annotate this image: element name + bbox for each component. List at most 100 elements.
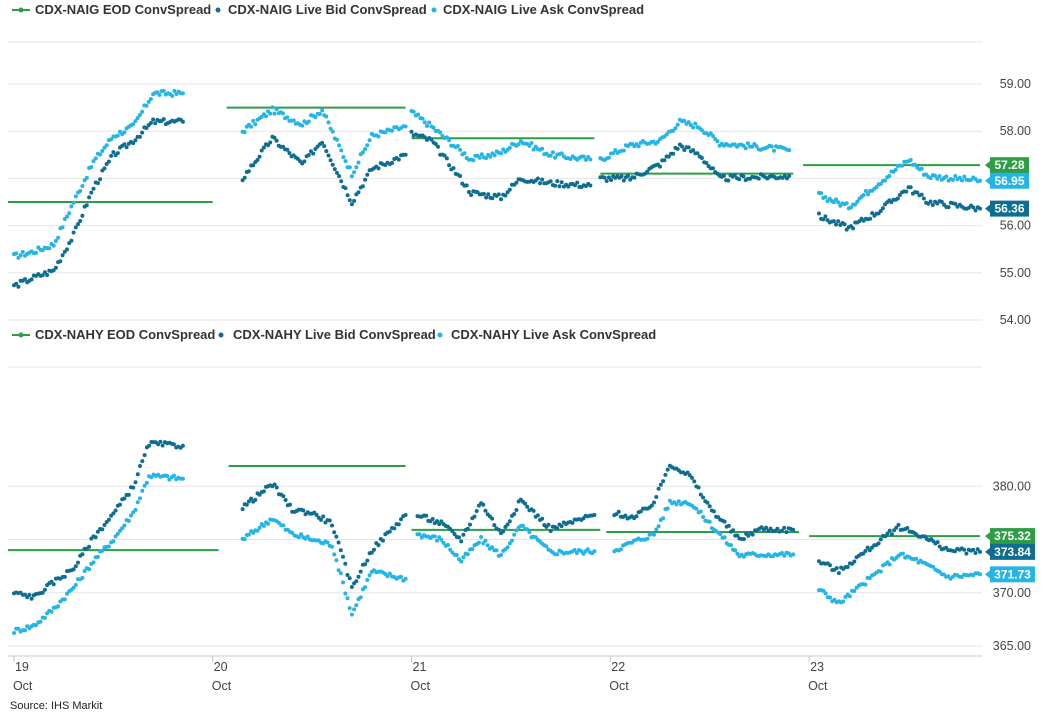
naig-gridlines (8, 41, 982, 321)
ask-point (447, 138, 452, 143)
ask-point (887, 174, 892, 178)
bid-point (764, 525, 769, 530)
bid-point (656, 486, 661, 491)
bid-point (180, 119, 185, 124)
ask-point (444, 135, 449, 140)
ask-point (270, 105, 275, 110)
bid-point (878, 209, 883, 213)
bid-point (283, 498, 288, 502)
ask-point (62, 597, 67, 602)
ask-point (834, 197, 838, 202)
bid-point (424, 513, 429, 518)
bid-point (272, 135, 277, 140)
bid-point (481, 502, 486, 507)
bid-point (314, 512, 319, 517)
ask-point (335, 137, 339, 142)
bid-point (889, 532, 894, 537)
bid-point (705, 500, 710, 505)
ask-point (339, 148, 344, 153)
ask-point (296, 535, 301, 540)
bid-point (347, 576, 352, 581)
bid-point (451, 166, 456, 171)
bid-point (486, 192, 491, 197)
bid-point (867, 548, 872, 553)
ask-point (14, 251, 19, 256)
bid-point (51, 582, 56, 587)
legend-item-nahy-eod[interactable]: CDX-NAHY EOD ConvSpread (12, 327, 215, 342)
ask-point (819, 191, 824, 196)
bid-point (87, 195, 92, 200)
naig-y-axis: 59.00 58.00 56.00 55.00 54.00 (1000, 77, 1031, 327)
ask-point (836, 200, 841, 205)
ask-point (347, 165, 352, 170)
bid-point (821, 217, 826, 222)
ask-point (823, 591, 828, 596)
y-tick-label: 370.00 (993, 586, 1031, 600)
bid-point (481, 191, 486, 196)
legend-item-naig-bid[interactable]: CDX-NAIG Live Bid ConvSpread (215, 2, 427, 17)
ask-point (78, 189, 83, 193)
ask-point (754, 144, 759, 149)
ask-point (325, 540, 330, 545)
bid-point (58, 259, 63, 264)
ask-point (743, 146, 748, 151)
bid-point (352, 198, 357, 203)
bid-point (665, 467, 670, 472)
bid-point (324, 149, 329, 154)
bid-point (326, 153, 331, 158)
bid-point (671, 151, 676, 156)
bid-point (332, 167, 337, 172)
ask-point (606, 155, 611, 160)
bid-point (133, 480, 138, 485)
bid-point (14, 281, 19, 286)
legend-item-nahy-ask[interactable]: CDX-NAHY Live Ask ConvSpread (437, 327, 657, 342)
bid-point (626, 173, 630, 178)
bid-point (126, 492, 131, 497)
ask-point (93, 156, 98, 161)
bid-point (687, 473, 692, 478)
bid-point (845, 565, 850, 569)
badge-pointer (985, 176, 990, 185)
bid-point (435, 519, 439, 524)
bid-point (73, 225, 78, 230)
ask-point (849, 205, 853, 210)
ask-point (122, 130, 127, 135)
legend-item-nahy-bid[interactable]: CDX-NAHY Live Bid ConvSpread (218, 327, 436, 342)
ask-point (135, 500, 140, 505)
ask-point (100, 149, 105, 153)
ask-point (937, 174, 942, 179)
bid-point (722, 519, 727, 524)
bid-point (160, 443, 165, 448)
ask-point (399, 574, 403, 579)
ask-point (652, 532, 656, 537)
bid-point (750, 532, 755, 537)
bid-point (707, 504, 712, 509)
legend-item-naig-eod[interactable]: CDX-NAIG EOD ConvSpread (12, 2, 211, 17)
ask-point (823, 195, 828, 200)
bid-point (180, 443, 185, 448)
ask-point (144, 480, 149, 485)
bid-point (722, 173, 726, 178)
ask-point (417, 532, 422, 537)
y-tick-label: 365.00 (993, 639, 1031, 653)
ask-point (71, 200, 76, 205)
bid-point (69, 238, 74, 243)
ask-point (73, 582, 78, 587)
bid-point (53, 265, 58, 270)
ask-point (334, 558, 339, 563)
bid-point (387, 529, 392, 534)
bid-point (831, 219, 836, 224)
ask-point (867, 576, 872, 581)
legend-item-naig-ask[interactable]: CDX-NAIG Live Ask ConvSpread (431, 2, 645, 17)
bid-point (341, 554, 345, 559)
bid-point (251, 163, 256, 168)
bid-point (726, 523, 731, 528)
ask-point (133, 119, 138, 124)
nahy-plot-area (8, 439, 982, 635)
bid-point (895, 196, 900, 201)
bid-point (649, 503, 654, 508)
bid-point (472, 514, 477, 519)
ask-point (435, 538, 439, 543)
bid-point (505, 522, 510, 527)
ask-point (661, 516, 666, 521)
